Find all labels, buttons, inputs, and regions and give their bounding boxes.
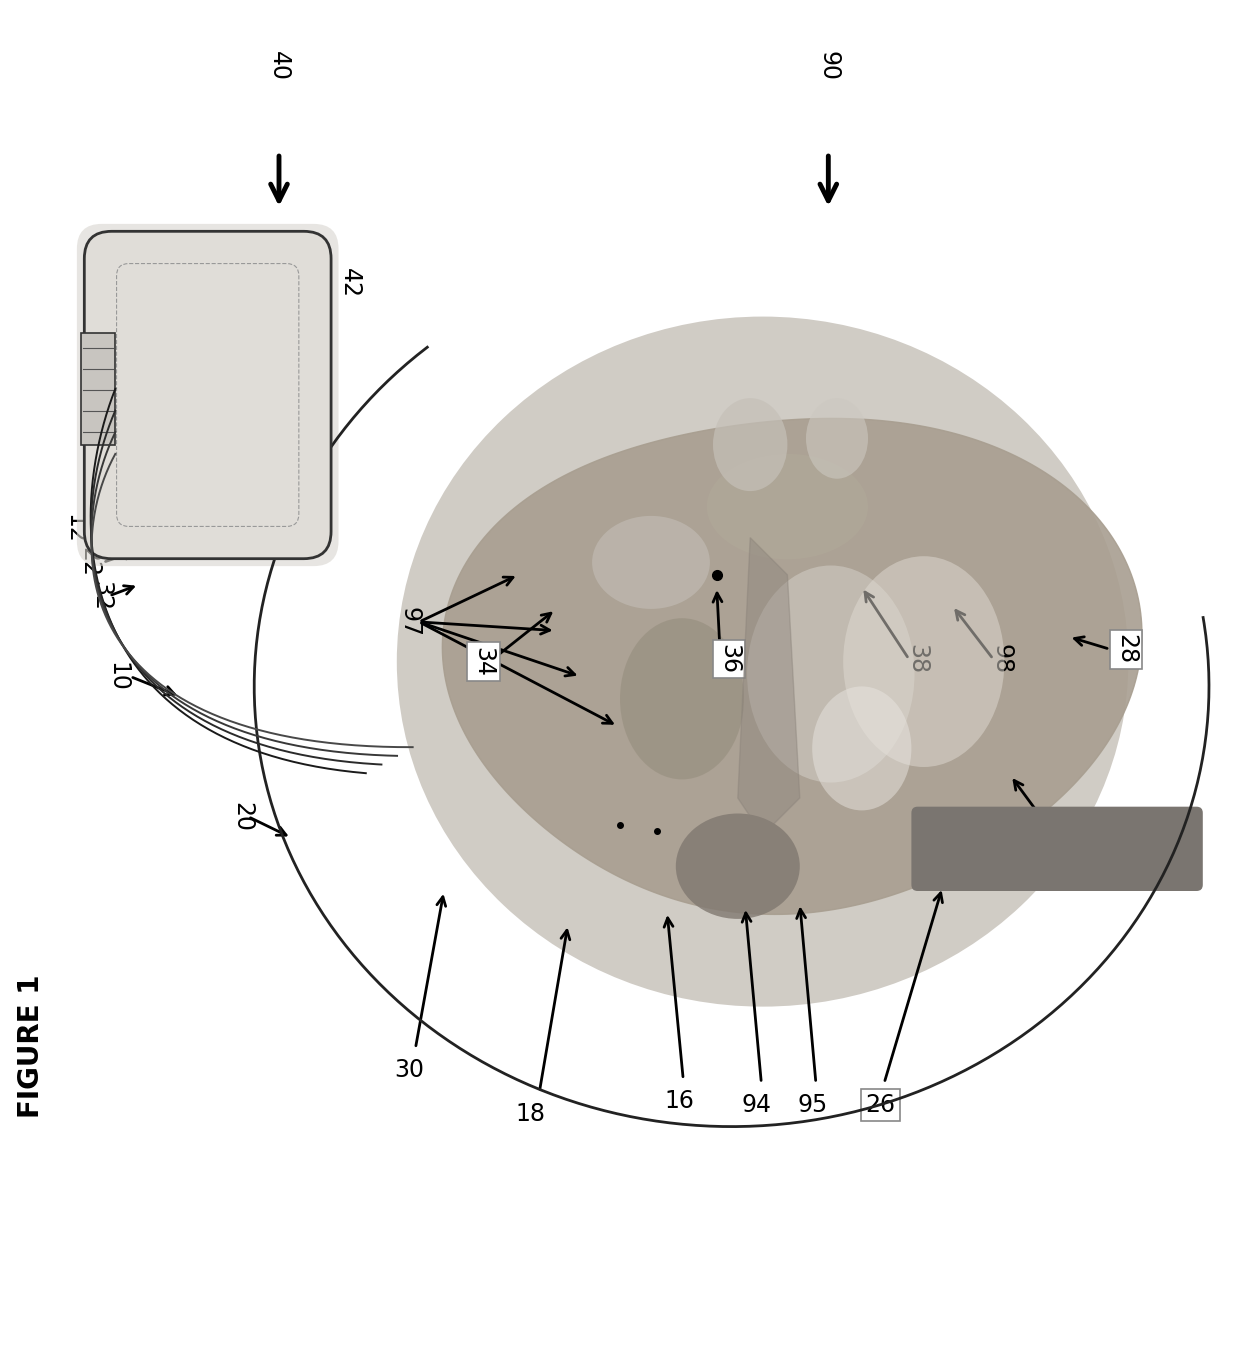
Text: 94: 94 — [742, 1093, 771, 1117]
Text: 28: 28 — [1114, 634, 1138, 665]
Ellipse shape — [676, 813, 800, 919]
Ellipse shape — [707, 454, 868, 559]
Ellipse shape — [620, 619, 744, 779]
Text: 97: 97 — [397, 607, 422, 636]
Bar — [81, 333, 115, 445]
Ellipse shape — [843, 557, 1004, 767]
Text: 22: 22 — [77, 547, 102, 577]
Text: 96: 96 — [1042, 807, 1066, 838]
Text: 12: 12 — [62, 514, 87, 543]
Text: 30: 30 — [394, 1058, 424, 1082]
Polygon shape — [738, 538, 800, 836]
Text: 26: 26 — [866, 1093, 895, 1117]
Text: 95: 95 — [797, 1093, 827, 1117]
Ellipse shape — [397, 317, 1128, 1007]
Ellipse shape — [806, 398, 868, 479]
Text: 98: 98 — [990, 644, 1014, 674]
Text: 20: 20 — [229, 802, 254, 832]
Text: 40: 40 — [267, 51, 291, 81]
Text: 10: 10 — [105, 662, 130, 692]
FancyBboxPatch shape — [84, 232, 331, 558]
Text: 16: 16 — [665, 1089, 694, 1113]
FancyBboxPatch shape — [77, 224, 339, 566]
Text: 18: 18 — [516, 1101, 546, 1126]
Ellipse shape — [713, 398, 787, 491]
Polygon shape — [443, 418, 1142, 914]
Text: 36: 36 — [717, 644, 742, 674]
Ellipse shape — [746, 566, 915, 782]
Text: 38: 38 — [905, 644, 930, 674]
Text: FIGURE 1: FIGURE 1 — [17, 975, 45, 1117]
Text: 32: 32 — [89, 581, 114, 611]
FancyBboxPatch shape — [911, 806, 1203, 891]
Ellipse shape — [593, 516, 711, 609]
Text: 42: 42 — [337, 268, 362, 298]
Text: 90: 90 — [816, 51, 841, 81]
Ellipse shape — [812, 686, 911, 810]
Text: 34: 34 — [471, 647, 496, 677]
